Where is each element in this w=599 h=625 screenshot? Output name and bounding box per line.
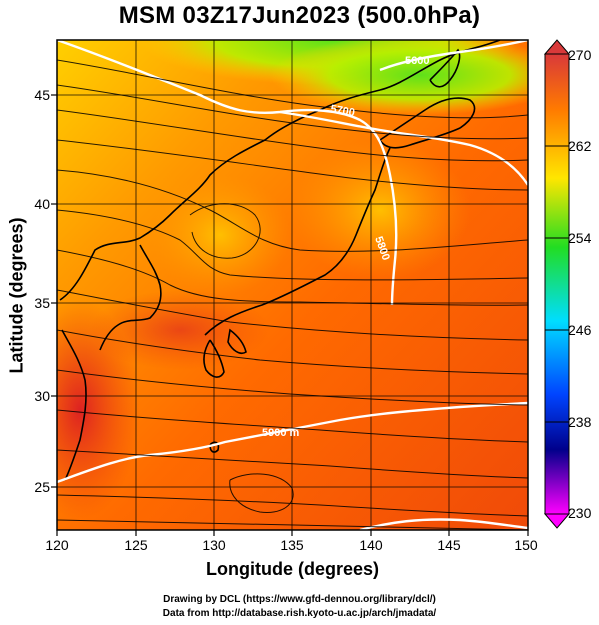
- x-tick-label: 120: [45, 537, 69, 553]
- map-title: MSM 03Z17Jun2023 (500.0hPa): [118, 2, 481, 29]
- wind-streamlines: [57, 59, 528, 530]
- height-contours: [57, 40, 528, 530]
- y-tick-label: 45: [34, 87, 50, 103]
- colorbar-tick-label: 270: [568, 47, 592, 63]
- colorbar-tick-label: 230: [568, 505, 592, 521]
- y-tick-label: 35: [34, 295, 50, 311]
- contour-label-5700: 5700: [329, 103, 355, 119]
- credit-data-source: Data from http://database.rish.kyoto-u.a…: [162, 608, 437, 619]
- credit-drawing: Drawing by DCL (https://www.gfd-dennou.o…: [163, 594, 436, 605]
- x-tick-label: 145: [437, 537, 461, 553]
- tick-marks: [51, 94, 529, 536]
- contour-label-5900: 5900 m: [262, 427, 300, 439]
- x-tick-label: 130: [202, 537, 226, 553]
- y-tick-label: 25: [34, 479, 50, 495]
- contour-label-5600: 5600: [405, 55, 429, 67]
- colorbar: [543, 39, 571, 529]
- colorbar-tick-label: 238: [568, 414, 592, 430]
- coastlines: [59, 40, 501, 481]
- y-axis-label: Latitude (degrees): [6, 217, 27, 374]
- x-tick-label: 135: [280, 537, 304, 553]
- x-tick-label: 150: [514, 537, 538, 553]
- x-tick-label: 125: [124, 537, 148, 553]
- y-tick-label: 30: [34, 388, 50, 404]
- y-tick-label: 40: [34, 196, 50, 212]
- map-plot-area: 5900 m 5700 5800 5600: [57, 40, 528, 530]
- colorbar-tick-label: 246: [568, 322, 592, 338]
- x-tick-label: 140: [359, 537, 383, 553]
- colorbar-tick-label: 262: [568, 138, 592, 154]
- colorbar-tick-label: 254: [568, 230, 592, 246]
- x-axis-label: Longitude (degrees): [205, 559, 379, 579]
- grid-lines: [57, 40, 528, 530]
